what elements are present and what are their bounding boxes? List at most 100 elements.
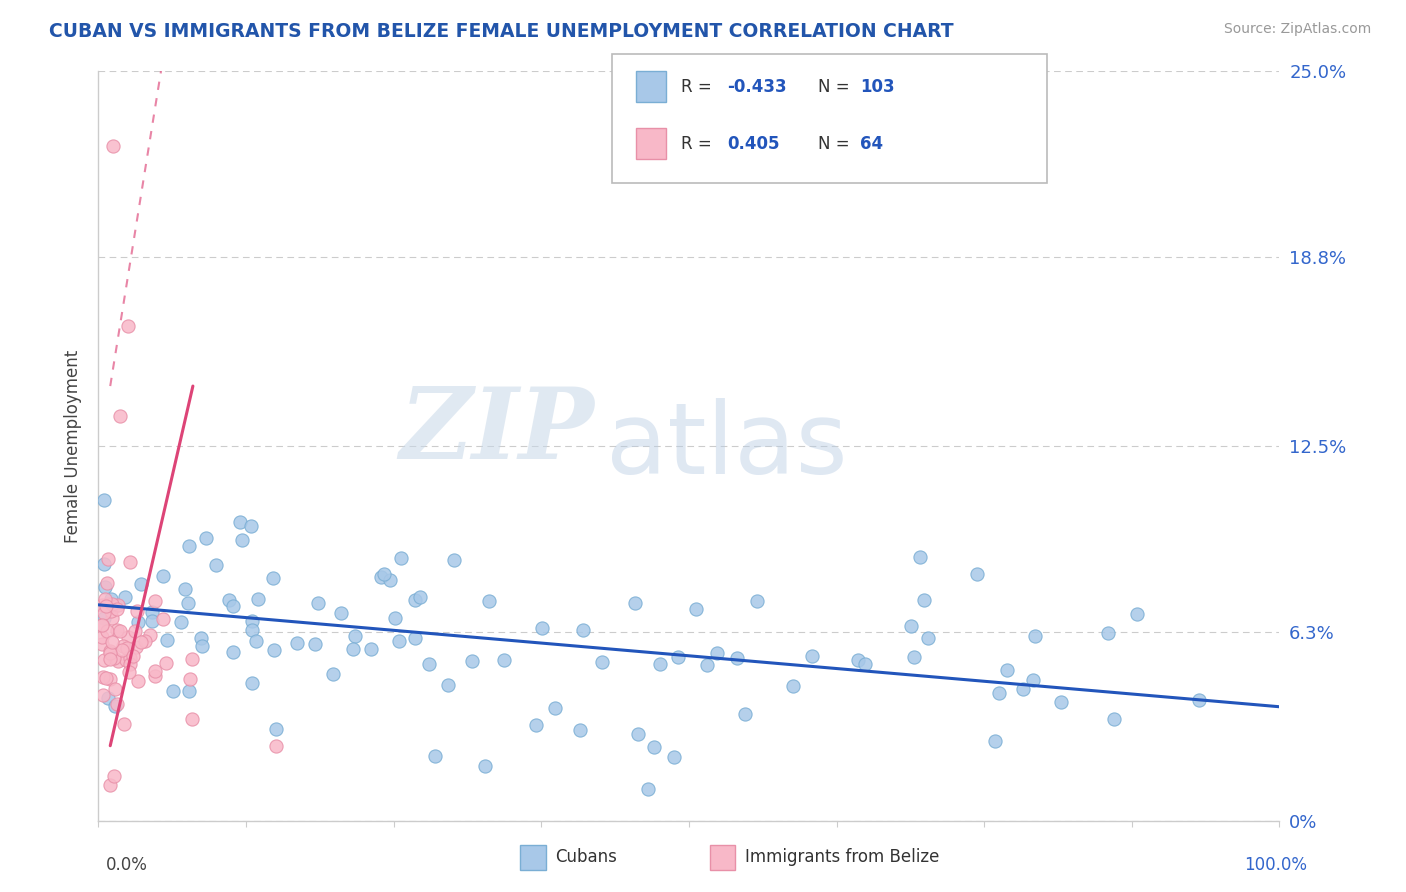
Point <box>115 640 138 655</box>
Point <box>145 593 167 607</box>
Point <box>404 592 426 607</box>
Point <box>156 632 179 647</box>
Point <box>177 596 200 610</box>
Point <box>112 717 135 731</box>
Point <box>91 670 114 684</box>
Text: Cubans: Cubans <box>555 848 617 866</box>
Point <box>93 606 115 620</box>
Point <box>900 619 922 633</box>
Point <box>696 657 718 672</box>
Point <box>96 599 118 614</box>
Point <box>110 624 132 638</box>
Point <box>221 645 243 659</box>
Point <box>231 533 253 547</box>
Point <box>239 518 262 533</box>
Point <box>152 612 174 626</box>
Point <box>103 769 125 783</box>
Point <box>307 596 329 610</box>
Point <box>343 629 366 643</box>
Point <box>664 749 686 764</box>
Point <box>524 718 547 732</box>
Point <box>101 611 124 625</box>
Point <box>591 655 613 669</box>
Point <box>544 701 567 715</box>
Point <box>1012 681 1035 696</box>
Point <box>734 706 756 721</box>
Point <box>152 569 174 583</box>
Point <box>107 598 129 612</box>
Text: 0.0%: 0.0% <box>105 856 148 874</box>
Point <box>418 657 440 672</box>
Point <box>494 653 516 667</box>
Point <box>177 540 200 554</box>
Point <box>177 684 200 698</box>
Y-axis label: Female Unemployment: Female Unemployment <box>65 350 83 542</box>
Point <box>666 650 689 665</box>
Point <box>378 573 401 587</box>
Point <box>423 749 446 764</box>
Point <box>568 723 591 737</box>
Point <box>1188 693 1211 707</box>
Point <box>181 651 204 665</box>
Point <box>114 653 136 667</box>
Point <box>903 650 925 665</box>
Point <box>995 663 1018 677</box>
Point <box>91 630 114 644</box>
Point <box>104 698 127 713</box>
Text: N =: N = <box>818 135 855 153</box>
Point <box>221 599 243 614</box>
Point <box>118 651 141 665</box>
Point <box>966 566 988 581</box>
Point <box>101 597 124 611</box>
Point <box>782 679 804 693</box>
Point <box>93 493 115 508</box>
Point <box>111 643 134 657</box>
Point <box>409 591 432 605</box>
Point <box>101 139 124 153</box>
Point <box>1126 607 1149 621</box>
Point <box>404 631 426 645</box>
Point <box>685 601 707 615</box>
Point <box>100 672 122 686</box>
Point <box>245 634 267 648</box>
Point <box>478 593 501 607</box>
Point <box>174 582 197 597</box>
Point <box>1024 629 1046 643</box>
Point <box>745 594 768 608</box>
Point <box>263 642 285 657</box>
Point <box>373 567 395 582</box>
Point <box>98 651 121 665</box>
Point <box>117 319 139 334</box>
Text: -0.433: -0.433 <box>727 78 786 96</box>
Point <box>127 674 149 689</box>
Point <box>388 633 411 648</box>
Point <box>264 722 287 736</box>
Point <box>643 740 665 755</box>
Point <box>240 623 263 637</box>
Point <box>648 657 671 671</box>
Text: 103: 103 <box>860 78 896 96</box>
Point <box>114 590 136 604</box>
Point <box>98 778 121 792</box>
Point <box>100 591 122 606</box>
Point <box>987 686 1010 700</box>
Point <box>94 671 117 685</box>
Point <box>228 516 250 530</box>
Point <box>530 622 553 636</box>
Point <box>170 615 193 629</box>
Point <box>120 657 142 671</box>
Point <box>117 630 139 644</box>
Point <box>91 689 114 703</box>
Text: atlas: atlas <box>606 398 848 494</box>
Point <box>141 605 163 619</box>
Point <box>91 637 114 651</box>
Point <box>118 555 141 569</box>
Point <box>266 739 288 754</box>
Point <box>179 672 201 686</box>
Point <box>131 635 153 649</box>
Point <box>100 604 122 618</box>
Point <box>801 648 824 663</box>
Point <box>141 614 163 628</box>
Point <box>984 734 1007 748</box>
Point <box>155 656 177 670</box>
